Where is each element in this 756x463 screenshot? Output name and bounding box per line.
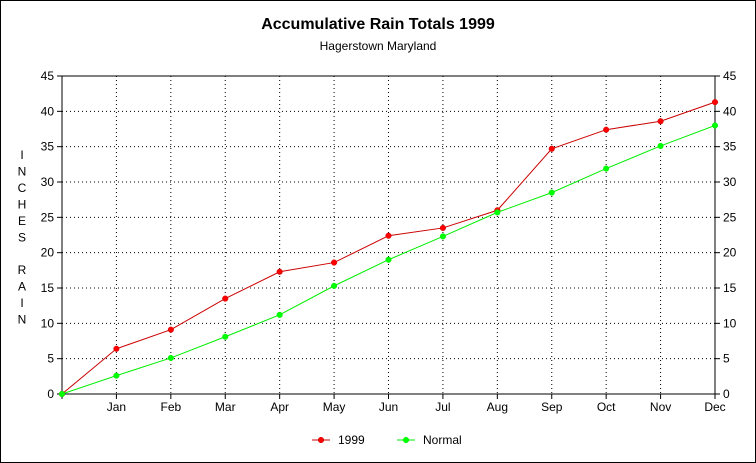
series-layer bbox=[58, 99, 719, 398]
y-tick-label-right: 0 bbox=[723, 387, 730, 401]
x-tick-label: May bbox=[323, 400, 346, 414]
x-tick-label: Aug bbox=[487, 400, 508, 414]
data-point-1999 bbox=[385, 232, 392, 239]
x-tick-label: Jun bbox=[379, 400, 398, 414]
y-axis-label-letter: R bbox=[18, 263, 27, 277]
legend-label-normal: Normal bbox=[423, 433, 462, 447]
data-point-1999 bbox=[113, 345, 120, 352]
x-tick-label: Feb bbox=[160, 400, 181, 414]
y-tick-label-right: 35 bbox=[723, 140, 737, 154]
data-point-normal bbox=[494, 209, 501, 216]
data-point-normal bbox=[113, 372, 120, 379]
chart-title: Accumulative Rain Totals 1999 bbox=[261, 16, 495, 33]
legend-label-1999: 1999 bbox=[338, 433, 365, 447]
y-tick-label-left: 45 bbox=[41, 69, 55, 83]
y-tick-label-left: 30 bbox=[41, 175, 55, 189]
chart-subtitle: Hagerstown Maryland bbox=[320, 39, 437, 53]
legend: 1999 Normal bbox=[312, 433, 462, 447]
y-tick-label-right: 45 bbox=[723, 69, 737, 83]
legend-marker-normal bbox=[402, 436, 410, 444]
data-point-1999 bbox=[657, 118, 664, 125]
x-tick-label: Mar bbox=[215, 400, 236, 414]
data-point-normal bbox=[167, 354, 174, 362]
data-point-normal bbox=[439, 233, 446, 240]
y-tick-label-left: 0 bbox=[47, 387, 54, 401]
y-axis-label-letter: N bbox=[18, 165, 27, 179]
x-tick-label: Oct bbox=[597, 400, 616, 414]
y-tick-label-left: 20 bbox=[41, 246, 55, 260]
y-axis-label-letter: C bbox=[18, 181, 27, 195]
data-point-normal bbox=[711, 122, 719, 129]
data-point-normal bbox=[276, 311, 283, 318]
y-tick-label-right: 5 bbox=[723, 352, 730, 366]
data-point-1999 bbox=[331, 259, 338, 266]
y-tick-label-right: 20 bbox=[723, 246, 737, 260]
y-tick-label-right: 25 bbox=[723, 210, 737, 224]
y-tick-label-left: 5 bbox=[47, 352, 54, 366]
data-point-1999 bbox=[603, 126, 610, 133]
x-tick-label: Apr bbox=[270, 400, 289, 414]
y-tick-label-right: 40 bbox=[723, 104, 737, 118]
x-tick-label: Jul bbox=[435, 400, 450, 414]
y-tick-label-right: 30 bbox=[723, 175, 737, 189]
data-point-normal bbox=[222, 333, 229, 340]
y-axis-label-letter: S bbox=[18, 231, 26, 245]
data-point-1999 bbox=[439, 224, 446, 231]
x-tick-label: Jan bbox=[107, 400, 126, 414]
data-point-1999 bbox=[711, 99, 719, 106]
data-point-1999 bbox=[548, 145, 555, 152]
data-point-normal bbox=[548, 189, 555, 196]
y-tick-label-left: 15 bbox=[41, 281, 55, 295]
data-point-normal bbox=[58, 390, 66, 398]
data-point-1999 bbox=[167, 326, 174, 333]
y-tick-label-left: 35 bbox=[41, 140, 55, 154]
y-tick-label-left: 25 bbox=[41, 210, 55, 224]
y-tick-label-left: 10 bbox=[41, 316, 55, 330]
y-tick-label-right: 15 bbox=[723, 281, 737, 295]
data-point-normal bbox=[385, 256, 392, 263]
x-tick-label: Nov bbox=[650, 400, 671, 414]
data-point-1999 bbox=[222, 295, 229, 302]
x-tick-label: Sep bbox=[541, 400, 563, 414]
data-point-normal bbox=[603, 165, 610, 172]
plot-frame bbox=[61, 75, 716, 395]
axes: 0 0 5 5 10 10 15 15 20 20 25 25 30 30 35 35 40 40 45 45 Jan F… bbox=[41, 69, 737, 414]
data-point-normal bbox=[657, 142, 664, 150]
data-point-normal bbox=[331, 282, 338, 289]
legend-marker-1999 bbox=[317, 436, 325, 444]
y-tick-label-left: 40 bbox=[41, 104, 55, 118]
y-axis-label-letter: H bbox=[18, 198, 27, 212]
x-tick-label: Dec bbox=[704, 400, 725, 414]
y-axis-label-letter: I bbox=[20, 148, 23, 162]
y-axis-label-letter: I bbox=[20, 296, 23, 310]
data-point-1999 bbox=[276, 268, 283, 275]
y-axis-label-letter: A bbox=[18, 280, 26, 294]
y-axis-label-letter: N bbox=[18, 313, 27, 327]
y-axis-label-letter: E bbox=[18, 214, 26, 228]
y-tick-label-right: 10 bbox=[723, 316, 737, 330]
